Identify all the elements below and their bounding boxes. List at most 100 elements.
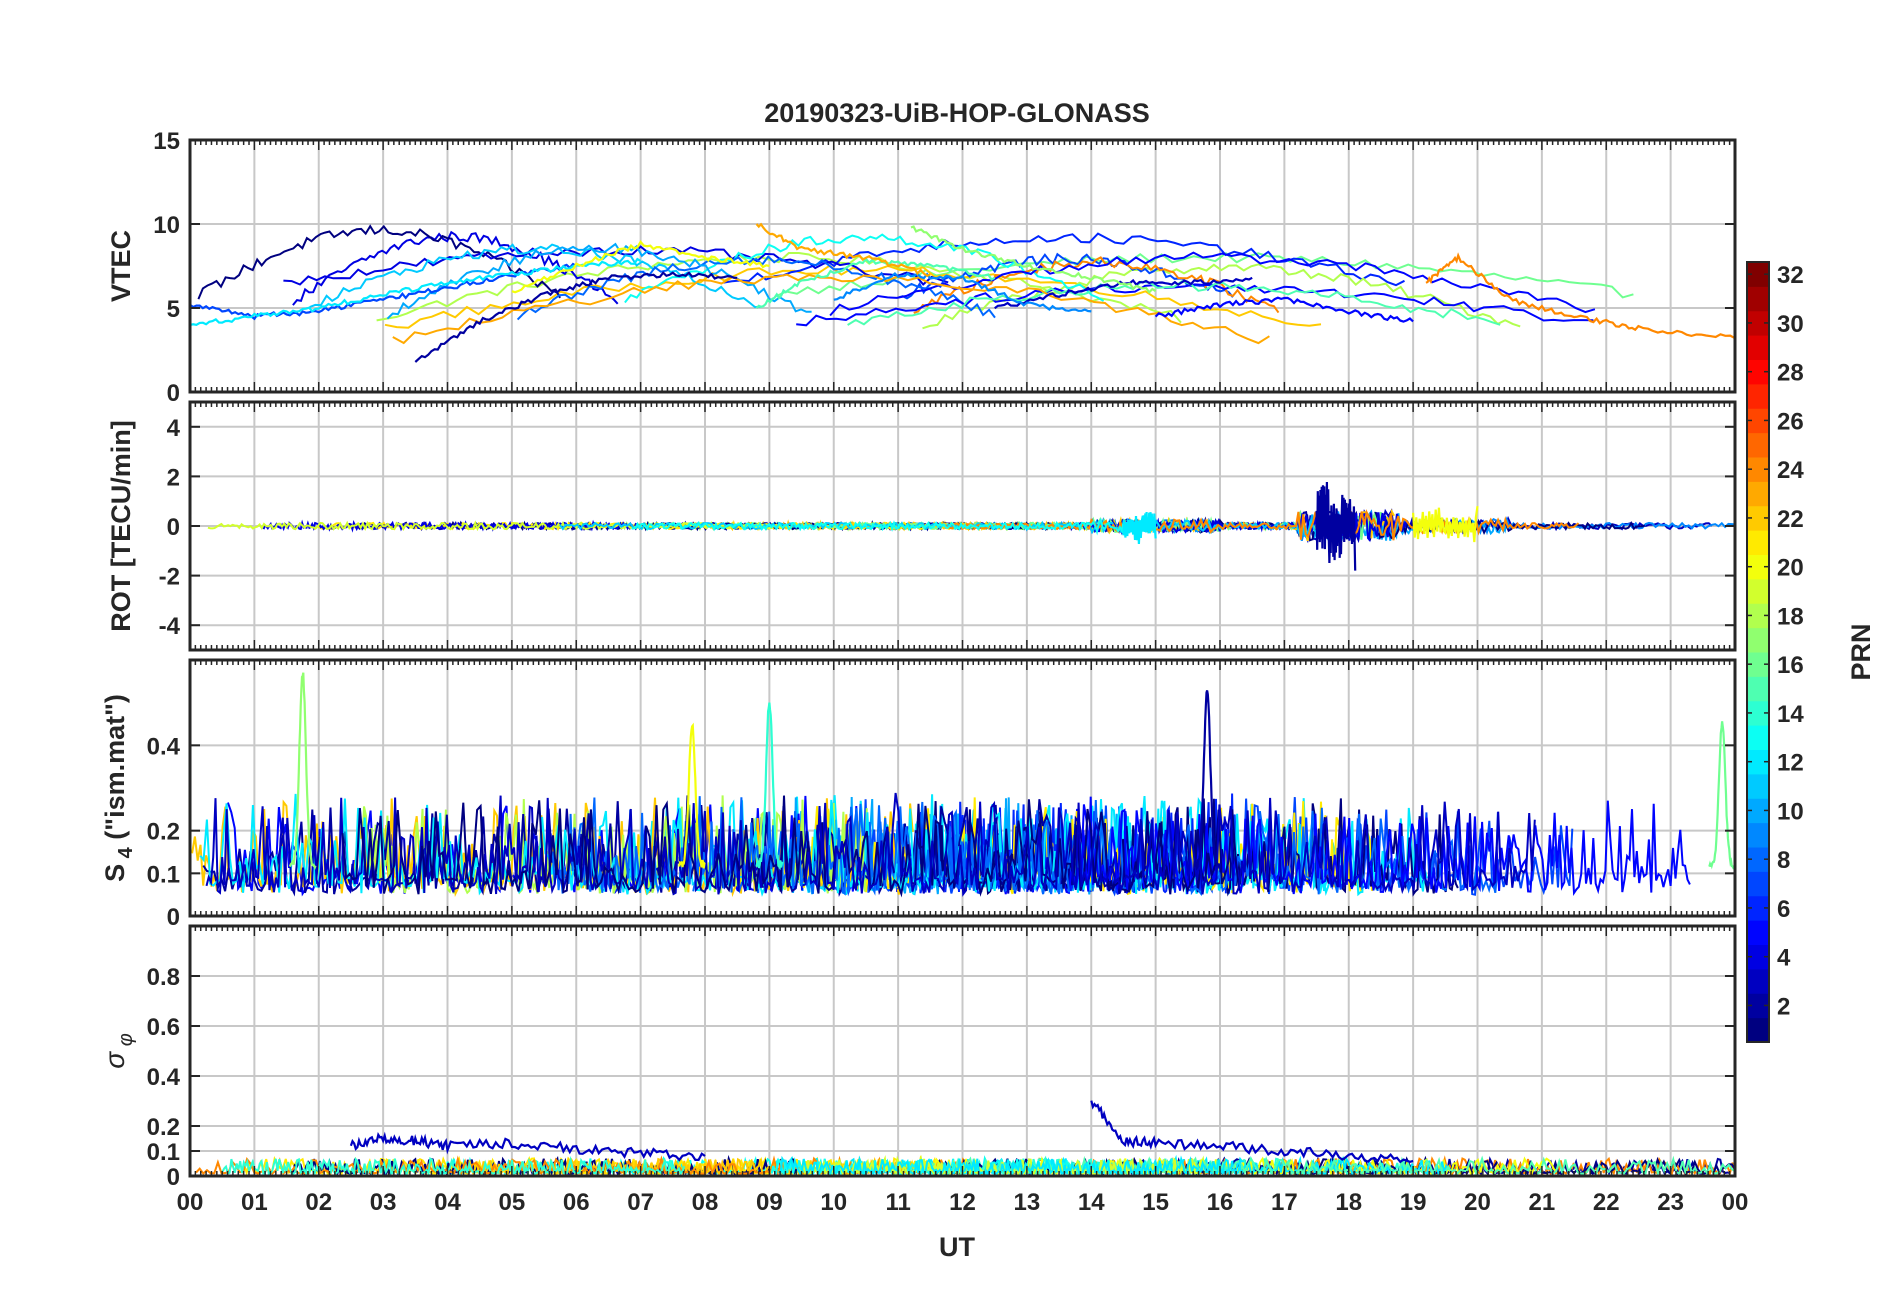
y-axis-label-main: σ	[99, 1051, 130, 1069]
x-tick-label: 22	[1593, 1189, 1620, 1216]
y-tick-label: 2	[167, 464, 180, 491]
x-axis-label: UT	[939, 1232, 975, 1262]
colorbar-tick-label: 14	[1777, 701, 1804, 728]
y-tick-label: -4	[159, 613, 181, 640]
y-tick-label: 0.4	[147, 1064, 181, 1091]
colorbar-segment	[1747, 383, 1769, 409]
series-prn-17	[910, 225, 1157, 295]
colorbar-segment	[1747, 457, 1769, 482]
colorbar-tick-label: 32	[1777, 262, 1804, 289]
colorbar-segment	[1747, 1017, 1769, 1043]
x-tick-label: 19	[1400, 1189, 1427, 1216]
x-tick-label: 16	[1207, 1189, 1234, 1216]
y-axis-label-sub: φ	[115, 1033, 137, 1052]
colorbar-box	[1746, 261, 1770, 1043]
y-axis-label-rest: ("ism.mat")	[100, 694, 130, 847]
series-prn-3	[349, 1131, 706, 1162]
y-tick-label: 10	[153, 212, 180, 239]
colorbar-tick-label: 8	[1777, 847, 1790, 874]
panel-s4: 0 0.1 0.2 0.4 S 4 ("ism.mat")	[100, 658, 1737, 931]
colorbar-segment	[1747, 725, 1769, 750]
x-tick-label: 14	[1078, 1189, 1105, 1216]
x-tick-label: 20	[1464, 1189, 1491, 1216]
colorbar-label: PRN	[1846, 623, 1876, 680]
y-tick-label: 4	[167, 415, 181, 442]
trace-prn-5	[796, 283, 1594, 327]
colorbar-segment	[1747, 847, 1769, 872]
colorbar-tick-label: 30	[1777, 311, 1804, 338]
colorbar-tick-label: 6	[1777, 896, 1790, 923]
y-tick-label: 0.1	[147, 861, 180, 888]
colorbar-segment	[1747, 554, 1769, 580]
trace-prn-4	[292, 230, 619, 306]
y-tick-label: 0	[167, 904, 180, 931]
y-axis-label: σ φ	[99, 1033, 137, 1069]
grid	[190, 926, 1735, 1176]
colorbar-segment	[1747, 310, 1769, 336]
colorbar-segment	[1747, 286, 1769, 312]
colorbar-segment	[1747, 700, 1769, 726]
y-tick-label: 0	[167, 380, 180, 407]
x-tick-label: 23	[1657, 1189, 1684, 1216]
y-tick-label: 0.1	[147, 1139, 180, 1166]
series-prn-20-peak	[678, 722, 706, 869]
x-tick-label: 00	[177, 1189, 204, 1216]
colorbar-tick-label: 16	[1777, 652, 1804, 679]
y-tick-label: 0.2	[147, 819, 180, 846]
colorbar-segment	[1747, 895, 1769, 921]
y-tick-label: 15	[153, 128, 180, 155]
y-tick-label: 0.4	[147, 733, 181, 760]
x-tick-label: 05	[499, 1189, 526, 1216]
series-traces	[195, 1100, 1735, 1176]
series-prn-7	[190, 262, 577, 321]
colorbar-segment	[1747, 432, 1769, 458]
x-tick-labels: 00 01 02 03 04 05 06 07 08 09 10 11 12 13 14 15 16 17 18 19…	[177, 1189, 1749, 1216]
series-prn-20	[511, 240, 770, 294]
colorbar-segment	[1747, 603, 1769, 629]
colorbar-tick-label: 10	[1777, 798, 1804, 825]
colorbar-segment	[1747, 871, 1769, 897]
series-prn-17-peak	[288, 672, 317, 871]
colorbar-segment	[1747, 408, 1769, 434]
series-prn-24	[1425, 252, 1735, 340]
colorbar-tick-label: 4	[1777, 945, 1791, 972]
y-tick-label: 0	[167, 1164, 180, 1191]
colorbar-segment	[1747, 359, 1769, 385]
panel-rot: -4 -2 0 2 4 ROT [TECU/min]	[106, 400, 1737, 652]
series-prn-16-peak	[1708, 721, 1735, 870]
y-tick-label: -2	[159, 564, 180, 591]
trace-prn-1	[341, 795, 1241, 898]
ticks	[189, 660, 1736, 917]
x-tick-label: 01	[241, 1189, 268, 1216]
x-tick-label: 03	[370, 1189, 397, 1216]
colorbar-segment	[1747, 798, 1769, 824]
y-axis-label: ROT [TECU/min]	[106, 420, 136, 631]
series-prn-3	[1090, 1100, 1414, 1164]
x-tick-label: 12	[949, 1189, 976, 1216]
x-tick-label: 02	[305, 1189, 332, 1216]
y-axis-label-main: S	[100, 864, 130, 882]
panel-vtec: 0 5 10 15 VTEC	[106, 128, 1737, 407]
x-tick-label: 13	[1014, 1189, 1041, 1216]
trace-prn-23	[392, 273, 1270, 345]
y-axis-label: S 4 ("ism.mat")	[100, 694, 137, 882]
ticks	[189, 926, 1736, 1177]
colorbar-segment	[1747, 773, 1769, 799]
colorbar-tick-label: 26	[1777, 408, 1804, 435]
y-tick-label: 0.8	[147, 964, 180, 991]
colorbar-tick-label: 28	[1777, 360, 1804, 387]
grid	[190, 140, 1735, 392]
colorbar-tick-label: 18	[1777, 603, 1804, 630]
colorbar-segment	[1747, 822, 1769, 848]
series-traces	[190, 222, 1735, 363]
series-prn-23	[755, 222, 931, 278]
series-prn-2-peak	[1193, 690, 1222, 872]
x-tick-label: 00	[1722, 1189, 1749, 1216]
x-tick-label: 09	[756, 1189, 783, 1216]
series-prn-2	[414, 271, 738, 363]
x-tick-label: 04	[434, 1189, 461, 1216]
colorbar-segment	[1747, 652, 1769, 677]
